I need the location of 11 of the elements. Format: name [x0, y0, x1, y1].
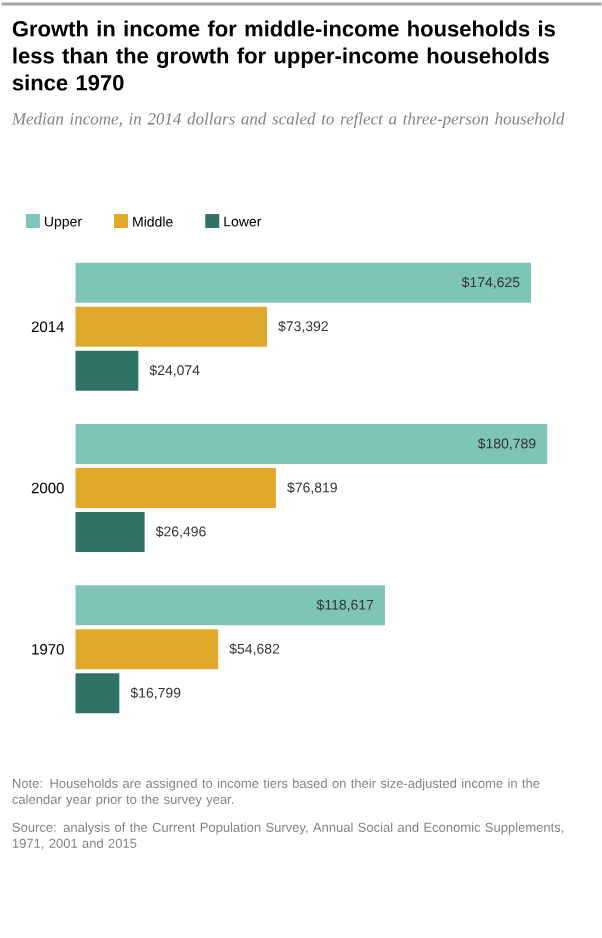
bar [75, 629, 218, 670]
bar [75, 262, 531, 303]
bar [75, 511, 145, 552]
bar [75, 350, 138, 391]
bar [75, 673, 119, 714]
bar [75, 424, 547, 464]
bar [75, 468, 276, 508]
bar [75, 306, 267, 347]
bar [75, 585, 385, 626]
chart-subtitle: Median income, in 2014 dollars and scaled to reflect a three-person household [11, 112, 565, 128]
chart-title: Growth in income for middle-income households is less than the growth for upper-income households since 1970 [12, 20, 555, 91]
